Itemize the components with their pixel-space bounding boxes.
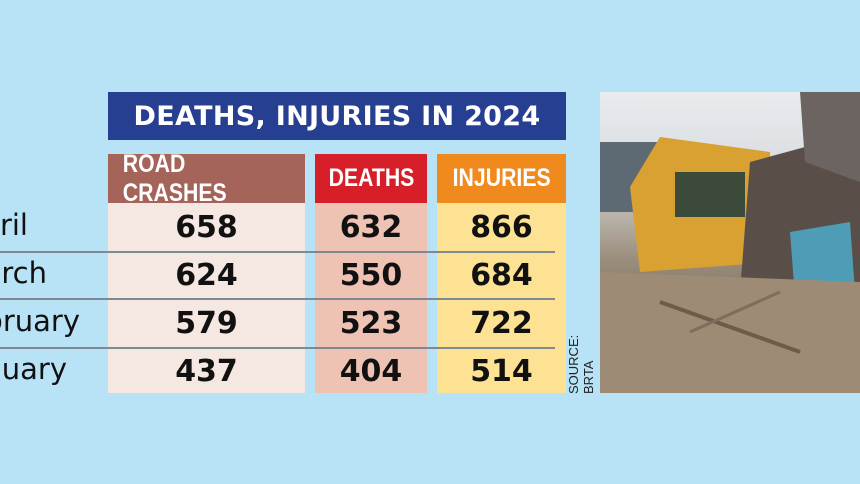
cell-april-road-crashes: 658 <box>175 209 238 245</box>
row-label-march: March <box>0 256 47 290</box>
wrecked-vehicles-illustration <box>600 92 860 393</box>
header-injuries: INJURIES <box>437 154 566 203</box>
row-divider <box>0 298 555 300</box>
row-label-january: January <box>0 352 67 386</box>
wrecked-vehicles-photo <box>600 92 860 393</box>
cell-march-road-crashes: 624 <box>175 257 238 293</box>
header-deaths: DEATHS <box>315 154 427 203</box>
row-divider <box>0 251 555 253</box>
cell-january-injuries: 514 <box>470 353 533 389</box>
month-labels: April March February January <box>0 203 100 393</box>
cell-february-road-crashes: 579 <box>175 305 238 341</box>
cell-february-injuries: 722 <box>470 305 533 341</box>
cell-january-deaths: 404 <box>339 353 403 389</box>
row-label-april: April <box>0 208 28 242</box>
row-divider <box>0 347 555 349</box>
cell-march-injuries: 684 <box>470 257 533 293</box>
cell-april-injuries: 866 <box>470 209 533 245</box>
source-credit: SOURCE: BRTA <box>566 334 596 394</box>
cell-january-road-crashes: 437 <box>175 353 238 389</box>
cell-march-deaths: 550 <box>339 257 403 293</box>
cell-february-deaths: 523 <box>339 305 403 341</box>
row-label-february: February <box>0 304 80 338</box>
cell-april-deaths: 632 <box>339 209 403 245</box>
header-road-crashes: ROAD CRASHES <box>108 150 305 207</box>
table-title: DEATHS, INJURIES IN 2024 <box>108 92 566 140</box>
